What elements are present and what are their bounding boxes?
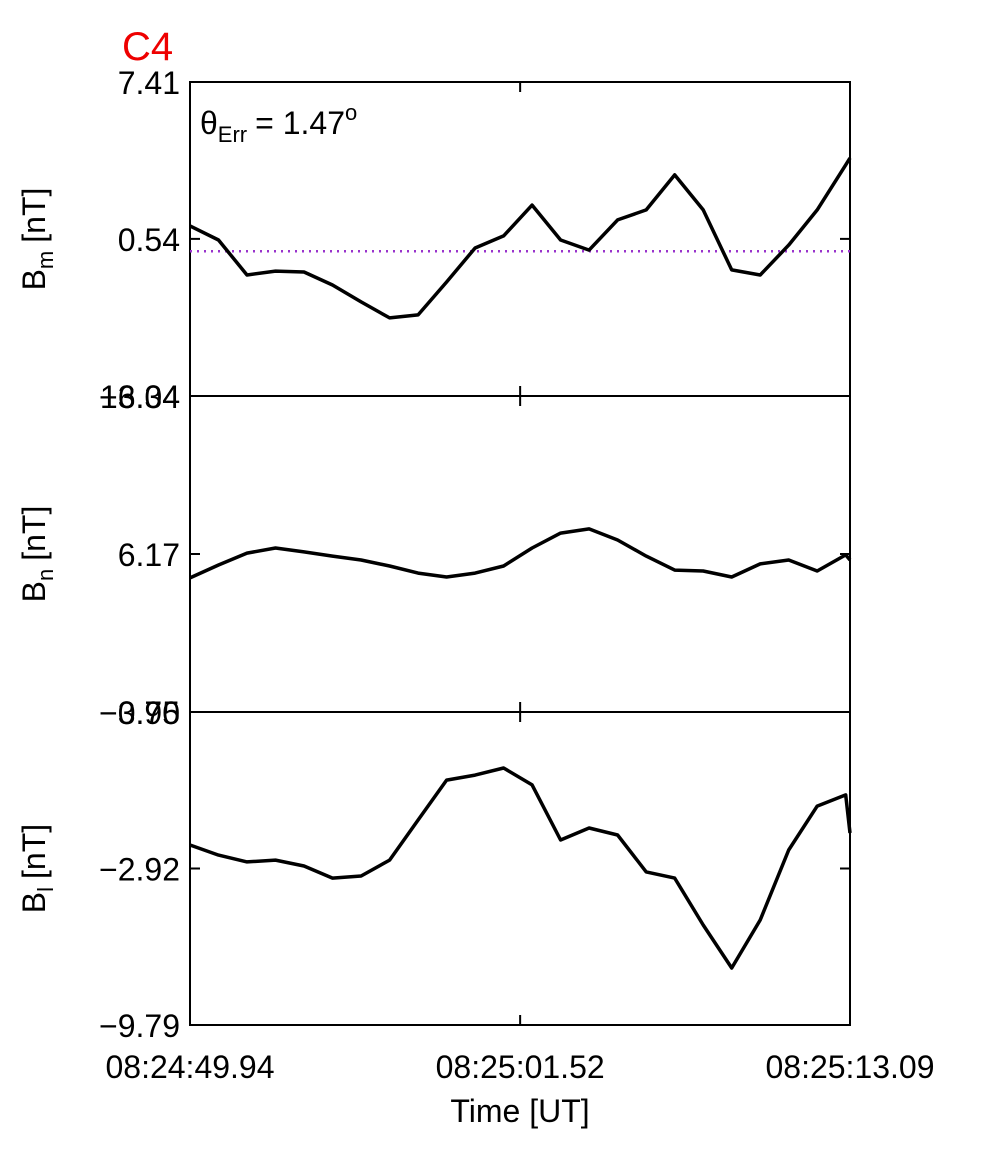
y-label-sub: n	[33, 569, 58, 581]
y-label-unit: [nT]	[16, 824, 52, 879]
x-tick-label: 08:24:49.94	[105, 1049, 274, 1085]
annotation-symbol: θ	[200, 105, 218, 141]
y-label-unit: [nT]	[16, 506, 52, 561]
annotation-sub: Err	[218, 122, 247, 147]
y-tick-label: −9.79	[99, 1008, 180, 1044]
y-axis-label: Bm [nT]	[16, 188, 58, 291]
data-line	[189, 157, 852, 320]
x-tick-label: 08:25:13.09	[765, 1049, 934, 1085]
y-tick-label: 3.95	[118, 695, 180, 731]
y-tick-label: −2.92	[99, 852, 180, 888]
annotation: θErr = 1.47o	[200, 100, 357, 147]
y-axis-label: Bl [nT]	[16, 824, 58, 913]
y-tick-label: 13.04	[100, 379, 180, 415]
x-tick-label: 08:25:01.52	[436, 1049, 605, 1085]
y-tick-label: 0.54	[118, 222, 180, 258]
y-tick-label: 6.17	[118, 537, 180, 573]
y-tick-label: −6.34	[99, 379, 180, 415]
annotation-sup: o	[345, 100, 357, 125]
data-line	[189, 766, 852, 970]
data-line	[189, 527, 852, 580]
y-label-base: B	[16, 892, 52, 913]
y-label-unit: [nT]	[16, 188, 52, 243]
annotation-text: = 1.47	[255, 105, 345, 141]
y-label-sub: l	[33, 887, 58, 892]
plot-frame	[189, 711, 851, 1026]
chart-title: C4	[122, 25, 173, 69]
y-tick-label: −0.70	[99, 695, 180, 731]
y-label-sub: m	[33, 251, 58, 269]
x-axis-label: Time [UT]	[450, 1093, 589, 1129]
y-axis-label: Bn [nT]	[16, 506, 58, 603]
y-label-base: B	[16, 581, 52, 602]
y-label-base: B	[16, 269, 52, 290]
y-tick-label: 7.41	[118, 65, 180, 101]
